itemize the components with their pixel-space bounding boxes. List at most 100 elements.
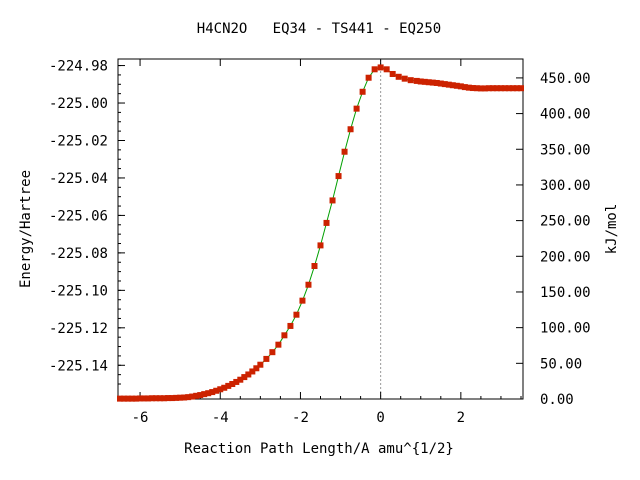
data-point	[125, 395, 132, 402]
plot-frame	[117, 58, 524, 400]
y2-tick-label: 200.00	[540, 249, 591, 265]
data-point	[441, 81, 448, 88]
data-point	[161, 395, 168, 402]
data-point	[509, 85, 516, 92]
data-point	[465, 84, 472, 91]
data-point	[137, 395, 144, 402]
y-tick-label: -224.98	[49, 59, 108, 75]
data-point	[205, 390, 212, 397]
y-axis-label: Energy/Hartree	[18, 170, 34, 288]
data-point	[347, 126, 354, 133]
data-point	[209, 389, 216, 396]
data-point	[233, 378, 240, 385]
y2-tick-label: 450.00	[540, 71, 591, 87]
data-point	[513, 85, 520, 92]
data-point	[149, 395, 156, 402]
y2-tick-label: 0.00	[540, 392, 574, 408]
data-point	[413, 77, 420, 84]
data-point	[489, 85, 496, 92]
data-point	[257, 361, 264, 368]
data-point	[133, 395, 140, 402]
data-point	[189, 393, 196, 400]
data-point	[517, 85, 524, 92]
data-point	[457, 83, 464, 90]
y2-tick-label: 100.00	[540, 321, 591, 337]
data-point	[253, 365, 260, 372]
data-point	[493, 85, 500, 92]
data-point	[213, 387, 220, 394]
data-point	[229, 381, 236, 388]
data-point	[437, 80, 444, 87]
y2-tick-label: 250.00	[540, 214, 591, 230]
data-point	[117, 395, 124, 402]
data-point	[281, 332, 288, 339]
data-point	[433, 79, 440, 86]
data-point	[165, 395, 172, 402]
data-point	[269, 349, 276, 356]
data-point	[177, 394, 184, 401]
data-point	[225, 382, 232, 389]
data-point	[449, 82, 456, 89]
data-point	[477, 85, 484, 92]
data-point	[501, 85, 508, 92]
y-tick-label: -225.02	[49, 133, 108, 149]
data-point	[317, 242, 324, 249]
data-point	[293, 311, 300, 318]
y2-tick-label: 350.00	[540, 142, 591, 158]
data-point	[445, 81, 452, 88]
x-tick-label: -6	[132, 410, 149, 426]
energy-curve	[120, 66, 521, 400]
data-point	[173, 394, 180, 401]
data-point	[473, 85, 480, 92]
data-point	[217, 386, 224, 393]
data-point	[153, 395, 160, 402]
data-point	[263, 355, 270, 362]
data-point	[329, 197, 336, 204]
data-point	[469, 85, 476, 92]
data-point	[401, 75, 408, 82]
plot-area: -6 -4 -2 0 2 -224.98 -225.00 -225.02 -225.04 -225…	[49, 58, 591, 426]
x-tick-label: 0	[376, 410, 384, 426]
data-point	[353, 105, 360, 112]
data-point	[299, 297, 306, 304]
x-axis-label: Reaction Path Length/A amu^{1/2}	[184, 441, 454, 457]
data-point	[341, 148, 348, 155]
data-point	[377, 64, 384, 71]
y-tick-label: -225.04	[49, 171, 108, 187]
data-point	[481, 85, 488, 92]
data-point	[221, 384, 228, 391]
data-point	[359, 88, 366, 95]
data-point	[185, 394, 192, 401]
data-point	[421, 78, 428, 85]
data-point	[395, 73, 402, 80]
data-point	[453, 82, 460, 89]
data-point	[181, 394, 188, 401]
data-point	[287, 322, 294, 329]
data-point	[237, 376, 244, 383]
data-point	[383, 66, 390, 73]
data-point	[429, 79, 436, 86]
data-point	[197, 392, 204, 399]
y2-tick-label: 300.00	[540, 178, 591, 194]
data-point	[461, 84, 468, 91]
data-point	[323, 219, 330, 226]
y2-tick-label: 400.00	[540, 107, 591, 123]
data-point	[505, 85, 512, 92]
data-point	[311, 262, 318, 269]
y-tick-label: -225.10	[49, 283, 108, 299]
y-tick-label: -225.12	[49, 321, 108, 337]
y-tick-label: -225.06	[49, 208, 108, 224]
data-point	[145, 395, 152, 402]
x-tick-label: 2	[457, 410, 465, 426]
data-point	[121, 395, 128, 402]
data-point	[389, 70, 396, 77]
data-point	[497, 85, 504, 92]
data-point	[365, 74, 372, 81]
data-point	[193, 392, 200, 399]
data-point	[129, 395, 136, 402]
y2-tick-label: 150.00	[540, 285, 591, 301]
data-point	[249, 368, 256, 375]
data-point	[275, 341, 282, 348]
data-point	[141, 395, 148, 402]
